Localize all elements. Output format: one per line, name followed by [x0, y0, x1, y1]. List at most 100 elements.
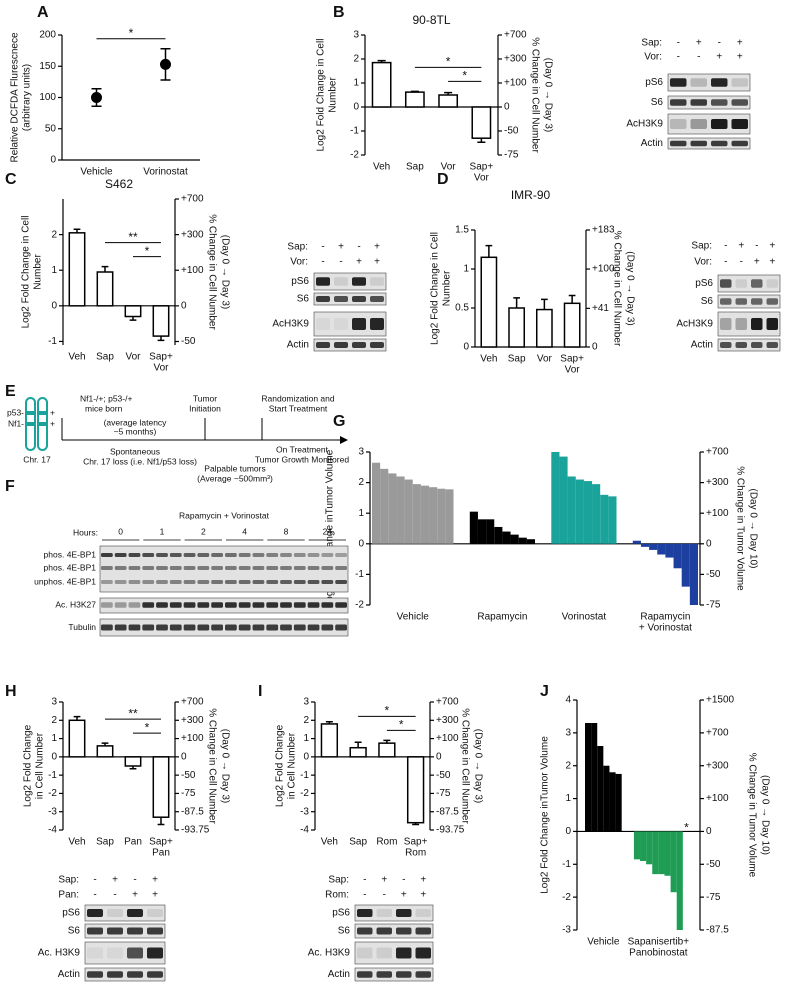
- bar: [585, 723, 592, 832]
- panel-label: H: [5, 683, 17, 700]
- y2-axis-label: (Day 0 → Day 3): [219, 729, 230, 803]
- condition-sign: +: [420, 890, 426, 901]
- y-tick-label: 0: [463, 342, 469, 353]
- band: [415, 909, 431, 917]
- band: [107, 909, 123, 917]
- bar: [404, 91, 425, 108]
- y-tick-label: -1: [562, 859, 571, 870]
- band: [307, 602, 320, 608]
- y-tick-label: -1: [300, 770, 309, 781]
- condition-sign: -: [677, 38, 680, 49]
- band: [396, 909, 412, 917]
- chromosome-label: Chr. 17: [23, 454, 51, 464]
- y-tick-label: -1: [350, 126, 359, 137]
- event-label: (Average ~500mm³): [197, 473, 273, 483]
- y2-tick-label: +700: [436, 697, 459, 708]
- y2-tick-label: 0: [436, 751, 442, 762]
- y2-tick-label: -87.5: [706, 925, 729, 936]
- significance-label: *: [385, 704, 390, 718]
- band: [147, 927, 163, 935]
- band: [127, 971, 143, 978]
- point: [91, 92, 102, 103]
- blot-strip: [84, 967, 166, 982]
- y2-tick-label: -50: [706, 859, 721, 870]
- y-tick-label: 2: [358, 477, 364, 488]
- condition-sign: -: [724, 257, 727, 268]
- band: [376, 971, 392, 978]
- significance-label: *: [145, 244, 150, 258]
- y-axis-label: Number: [33, 254, 44, 290]
- error-bar: [568, 294, 576, 304]
- event-label: Spontaneous: [110, 446, 160, 456]
- condition-sign: +: [716, 52, 722, 63]
- blot-strip: [354, 923, 434, 939]
- y2-axis-label: % Change in Cell Number: [459, 708, 470, 824]
- band: [169, 624, 182, 631]
- condition-label: Vor:: [290, 257, 308, 268]
- band: [334, 296, 348, 302]
- y-tick-label: 0: [50, 155, 56, 166]
- bar: [445, 489, 454, 544]
- band: [252, 566, 265, 570]
- bar: [551, 452, 560, 544]
- y2-tick-label: +183: [592, 225, 615, 236]
- y-axis-label: Log2 Fold Change inTumor Volume: [540, 736, 551, 894]
- condition-sign: +: [112, 875, 118, 886]
- band: [147, 947, 163, 959]
- group-label: Panobinostat: [629, 948, 688, 959]
- y2-tick-label: -87.5: [436, 806, 459, 817]
- band: [142, 602, 155, 608]
- error-bar: [412, 822, 420, 826]
- y2-tick-label: -75: [181, 788, 196, 799]
- y2-tick-label: +300: [181, 715, 204, 726]
- y2-tick-label: -50: [181, 770, 196, 781]
- y2-tick-label: -75: [706, 892, 721, 903]
- blot-strip: [354, 941, 434, 965]
- bar: [652, 831, 659, 875]
- bar: [597, 746, 604, 832]
- y2-tick-label: -75: [504, 150, 519, 161]
- y-tick-label: -1: [48, 336, 57, 347]
- y2-tick-label: 0: [181, 301, 187, 312]
- band: [225, 580, 237, 584]
- y2-tick-label: -93.75: [436, 825, 465, 836]
- band: [376, 909, 392, 917]
- panel-label: J: [540, 683, 549, 700]
- y-tick-label: 0.5: [455, 303, 469, 314]
- x-tick-label: Sap: [406, 162, 424, 173]
- condition-sign: -: [718, 38, 721, 49]
- condition-sign: -: [133, 875, 136, 886]
- y2-tick-label: +1500: [706, 695, 735, 706]
- event-label: Tumor Growth Monitored: [255, 454, 349, 464]
- blot-strip: [667, 73, 751, 92]
- x-tick-label: Vor: [537, 354, 553, 365]
- band: [142, 624, 155, 631]
- band: [211, 553, 223, 557]
- row-label: S6: [68, 926, 81, 937]
- hour-label: 4: [242, 526, 247, 536]
- band: [169, 553, 182, 557]
- bar: [526, 539, 535, 544]
- band: [225, 602, 237, 608]
- event-label: (average latency: [104, 417, 168, 427]
- row-label: Tubulin: [68, 622, 96, 632]
- row-label: pS6: [695, 278, 713, 289]
- condition-label: Sap:: [287, 242, 308, 253]
- band: [107, 971, 123, 978]
- row-label: AcH3K9: [676, 319, 713, 330]
- allele-label: +: [50, 418, 55, 428]
- band: [735, 298, 747, 305]
- y-axis-label: Number: [442, 270, 453, 306]
- x-tick-label: Pan: [152, 848, 170, 859]
- band: [415, 947, 431, 959]
- bar: [372, 462, 381, 544]
- panel-label: F: [5, 478, 15, 495]
- band: [396, 947, 412, 959]
- row-label: pS6: [62, 908, 80, 919]
- band: [370, 296, 384, 302]
- bar: [640, 831, 647, 861]
- group-label: Vehicle: [587, 937, 620, 948]
- hour-label: 1: [160, 526, 165, 536]
- locus: [27, 422, 34, 426]
- y2-tick-label: +700: [181, 697, 204, 708]
